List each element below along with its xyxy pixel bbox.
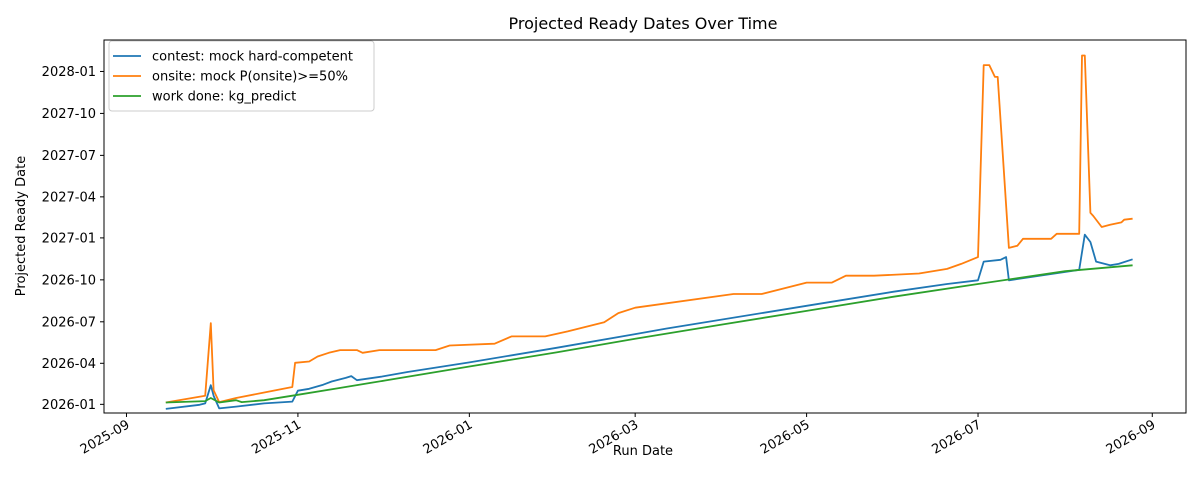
y-tick-label-0: 2026-01 bbox=[42, 398, 96, 413]
y-tick-label-8: 2028-01 bbox=[42, 65, 96, 80]
plot-frame bbox=[103, 39, 1187, 414]
y-axis-title: Projected Ready Date bbox=[14, 156, 29, 296]
legend-label-2: work done: kg_predict bbox=[152, 90, 296, 105]
legend: contest: mock hard-competent onsite: mock… bbox=[108, 40, 375, 112]
series-line-1 bbox=[165, 54, 1133, 404]
legend-label-0: contest: mock hard-competent bbox=[152, 50, 353, 65]
chart-title: Projected Ready Dates Over Time bbox=[509, 14, 778, 33]
y-tick-label-7: 2027-10 bbox=[42, 107, 96, 122]
y-tick-label-5: 2027-04 bbox=[42, 190, 96, 205]
y-axis: 2026-01 2026-04 2026-07 2026-10 2027-01 2027-… bbox=[42, 65, 104, 413]
series-line-2 bbox=[165, 264, 1133, 404]
y-tick-label-2: 2026-07 bbox=[42, 315, 96, 330]
y-tick-label-4: 2027-01 bbox=[42, 231, 96, 246]
x-axis-title: Run Date bbox=[613, 444, 673, 459]
legend-box bbox=[108, 40, 375, 112]
series-layer bbox=[165, 54, 1133, 410]
y-tick-label-6: 2027-07 bbox=[42, 149, 96, 164]
y-tick-label-3: 2026-10 bbox=[42, 273, 96, 288]
y-tick-label-1: 2026-04 bbox=[42, 357, 96, 372]
legend-label-1: onsite: mock P(onsite)>=50% bbox=[152, 70, 348, 85]
